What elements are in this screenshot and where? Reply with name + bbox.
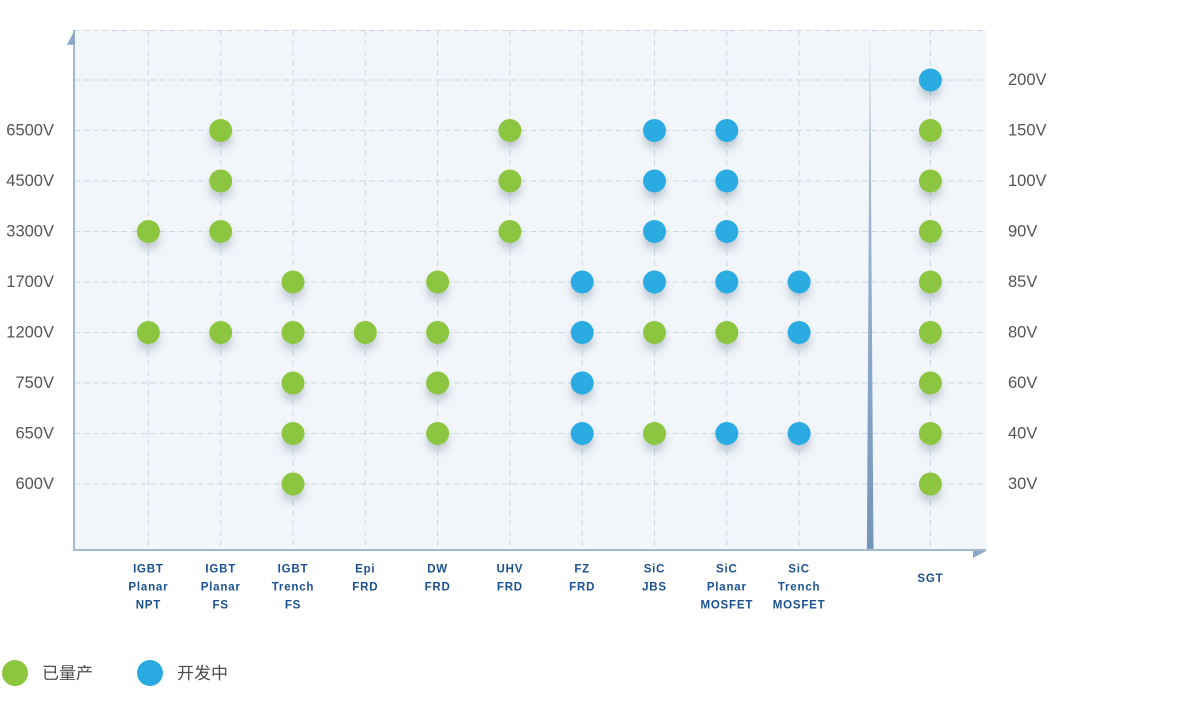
svg-text:FS: FS — [213, 600, 229, 612]
svg-text:IGBT: IGBT — [278, 564, 309, 576]
svg-text:SiC: SiC — [644, 564, 666, 576]
svg-text:3300V: 3300V — [6, 223, 54, 241]
svg-text:6500V: 6500V — [6, 122, 54, 140]
svg-text:SiC: SiC — [716, 564, 738, 576]
svg-text:SiC: SiC — [788, 564, 810, 576]
svg-text:1700V: 1700V — [6, 273, 54, 291]
svg-text:Epi: Epi — [355, 564, 375, 576]
svg-text:Trench: Trench — [778, 582, 821, 594]
svg-text:FRD: FRD — [352, 582, 378, 594]
svg-text:UHV: UHV — [497, 564, 524, 576]
svg-text:150V: 150V — [1008, 122, 1047, 140]
svg-text:100V: 100V — [1008, 172, 1047, 190]
svg-text:Planar: Planar — [707, 582, 747, 594]
svg-text:FRD: FRD — [569, 582, 595, 594]
svg-text:FRD: FRD — [425, 582, 451, 594]
svg-text:Trench: Trench — [272, 582, 315, 594]
svg-text:60V: 60V — [1008, 374, 1037, 392]
svg-text:Planar: Planar — [128, 582, 168, 594]
svg-text:600V: 600V — [15, 475, 54, 493]
svg-text:NPT: NPT — [136, 600, 161, 612]
svg-text:40V: 40V — [1008, 425, 1037, 443]
svg-text:MOSFET: MOSFET — [700, 600, 753, 612]
svg-text:SGT: SGT — [917, 573, 943, 585]
svg-text:85V: 85V — [1008, 273, 1037, 291]
svg-text:80V: 80V — [1008, 324, 1037, 342]
svg-text:Planar: Planar — [201, 582, 241, 594]
svg-text:750V: 750V — [15, 374, 54, 392]
svg-text:FS: FS — [285, 600, 301, 612]
svg-text:JBS: JBS — [642, 582, 667, 594]
svg-text:30V: 30V — [1008, 475, 1037, 493]
svg-text:4500V: 4500V — [6, 172, 54, 190]
svg-text:IGBT: IGBT — [133, 564, 164, 576]
svg-text:MOSFET: MOSFET — [773, 600, 826, 612]
svg-text:FZ: FZ — [574, 564, 590, 576]
svg-text:FRD: FRD — [497, 582, 523, 594]
svg-text:90V: 90V — [1008, 223, 1037, 241]
svg-text:IGBT: IGBT — [205, 564, 236, 576]
svg-text:650V: 650V — [15, 425, 54, 443]
svg-text:1200V: 1200V — [6, 324, 54, 342]
svg-text:200V: 200V — [1008, 71, 1047, 89]
svg-text:DW: DW — [427, 564, 448, 576]
